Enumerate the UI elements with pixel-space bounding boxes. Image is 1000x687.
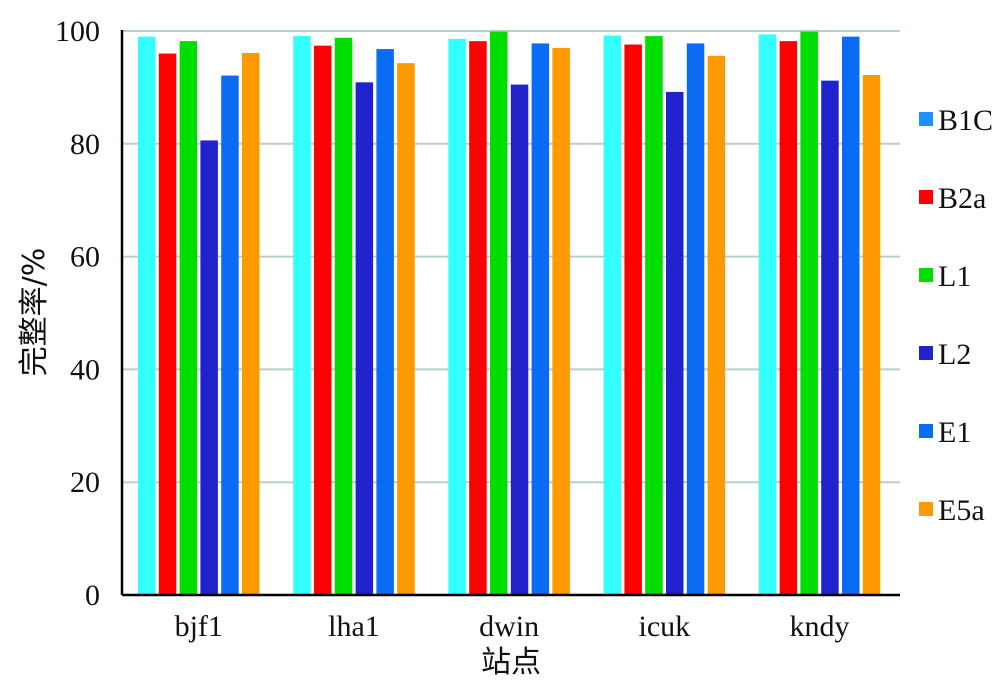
bar-b2a-bjf1 xyxy=(158,53,177,596)
y-tick-label: 100 xyxy=(55,15,100,48)
x-tick-label: lha1 xyxy=(328,610,380,643)
y-tick-label: 40 xyxy=(70,353,100,386)
bar-b2a-dwin xyxy=(469,41,487,596)
legend-label-l2: L2 xyxy=(938,338,971,371)
x-tick-label: kndy xyxy=(790,610,850,643)
legend-label-b1c: B1C xyxy=(938,104,993,137)
bar-e1-dwin xyxy=(531,43,550,595)
bar-e1-icuk xyxy=(686,43,705,595)
bar-e5a-lha1 xyxy=(397,63,415,595)
x-axis-title: 站点 xyxy=(481,645,541,680)
y-tick-label: 0 xyxy=(85,579,100,612)
bar-b2a-icuk xyxy=(624,44,642,595)
bar-b1c-icuk xyxy=(603,35,622,595)
bar-l2-dwin xyxy=(510,84,529,595)
bar-e5a-dwin xyxy=(552,47,570,596)
bar-l1-dwin xyxy=(490,31,508,595)
legend-swatch-e5a xyxy=(919,502,933,516)
bar-e5a-icuk xyxy=(707,55,726,596)
legend-label-e1: E1 xyxy=(938,416,971,449)
y-tick-labels: 0 20 40 60 80 100 xyxy=(55,15,100,612)
bar-b1c-bjf1 xyxy=(138,36,156,595)
bar-b1c-dwin xyxy=(448,38,466,596)
legend-label-e5a: E5a xyxy=(938,494,985,527)
bar-l2-kndy xyxy=(821,80,839,595)
bar-l1-kndy xyxy=(800,31,818,595)
bar-b1c-lha1 xyxy=(293,36,311,596)
bar-l1-lha1 xyxy=(334,37,353,595)
bar-l2-bjf1 xyxy=(200,140,218,595)
bar-l1-bjf1 xyxy=(179,41,198,596)
legend-label-l1: L1 xyxy=(938,260,971,293)
bar-e1-bjf1 xyxy=(221,75,239,595)
bar-e5a-kndy xyxy=(862,74,881,595)
y-tick-label: 20 xyxy=(70,466,100,499)
bar-l2-icuk xyxy=(666,91,684,596)
legend-swatch-l1 xyxy=(919,268,933,282)
bar-l1-icuk xyxy=(645,36,663,596)
bar-b1c-kndy xyxy=(758,34,777,596)
legend: B1C B2a L1 L2 E1 E5a xyxy=(919,104,993,527)
bar-e5a-bjf1 xyxy=(242,52,260,596)
legend-swatch-b2a xyxy=(919,190,933,204)
bar-b2a-kndy xyxy=(779,41,798,596)
x-tick-label: dwin xyxy=(479,610,539,643)
axes xyxy=(120,30,900,597)
bar-b2a-lha1 xyxy=(314,45,332,595)
legend-swatch-b1c xyxy=(919,112,933,126)
bar-e1-lha1 xyxy=(376,49,394,596)
bar-l2-lha1 xyxy=(355,82,374,596)
x-tick-label: bjf1 xyxy=(175,610,223,643)
x-tick-label: icuk xyxy=(639,610,691,643)
legend-swatch-l2 xyxy=(919,346,933,360)
legend-swatch-e1 xyxy=(919,424,933,438)
legend-label-b2a: B2a xyxy=(938,182,986,215)
bars xyxy=(138,31,881,596)
y-tick-label: 60 xyxy=(70,241,100,274)
y-tick-label: 80 xyxy=(70,128,100,161)
y-axis-title: 完整率/% xyxy=(17,248,52,377)
x-tick-labels: bjf1 lha1 dwin icuk kndy xyxy=(175,610,850,643)
bar-e1-kndy xyxy=(842,36,860,595)
